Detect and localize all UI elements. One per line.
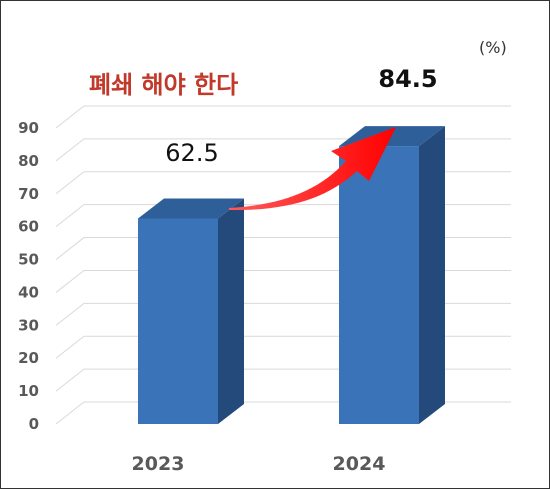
x-category-label: 2024 — [333, 453, 386, 475]
y-tick-label: 10 — [18, 382, 39, 400]
y-tick-label: 90 — [18, 119, 39, 137]
bar-front — [339, 146, 419, 425]
bar — [339, 126, 445, 425]
gridlines — [55, 105, 511, 425]
y-axis-ticks: 0 10 20 30 40 50 60 70 80 90 — [18, 119, 39, 433]
y-tick-label: 20 — [18, 349, 39, 367]
bar-side — [419, 126, 445, 424]
bar — [138, 198, 244, 424]
y-tick-label: 80 — [18, 152, 39, 170]
unit-label: (%) — [479, 38, 507, 57]
gridline — [55, 105, 511, 129]
data-labels: 62.5 84.5 — [165, 65, 437, 167]
y-tick-label: 50 — [18, 251, 39, 269]
annotation-text: 폐쇄 해야 한다 — [89, 71, 238, 99]
bar-top — [138, 198, 244, 219]
trend-arrow — [229, 127, 396, 211]
y-tick-label: 60 — [18, 218, 39, 236]
y-tick-label: 0 — [29, 415, 39, 433]
y-tick-label: 30 — [18, 316, 39, 334]
y-tick-label: 70 — [18, 185, 39, 203]
data-label: 62.5 — [165, 139, 218, 167]
data-label: 84.5 — [378, 65, 437, 93]
trend-arrow-group — [229, 127, 396, 211]
x-category-label: 2023 — [132, 453, 185, 475]
y-tick-label: 40 — [18, 283, 39, 301]
bar-side — [218, 198, 244, 424]
x-axis-categories: 2023 2024 — [132, 453, 386, 475]
bar-front — [138, 218, 218, 424]
bars — [138, 126, 445, 425]
